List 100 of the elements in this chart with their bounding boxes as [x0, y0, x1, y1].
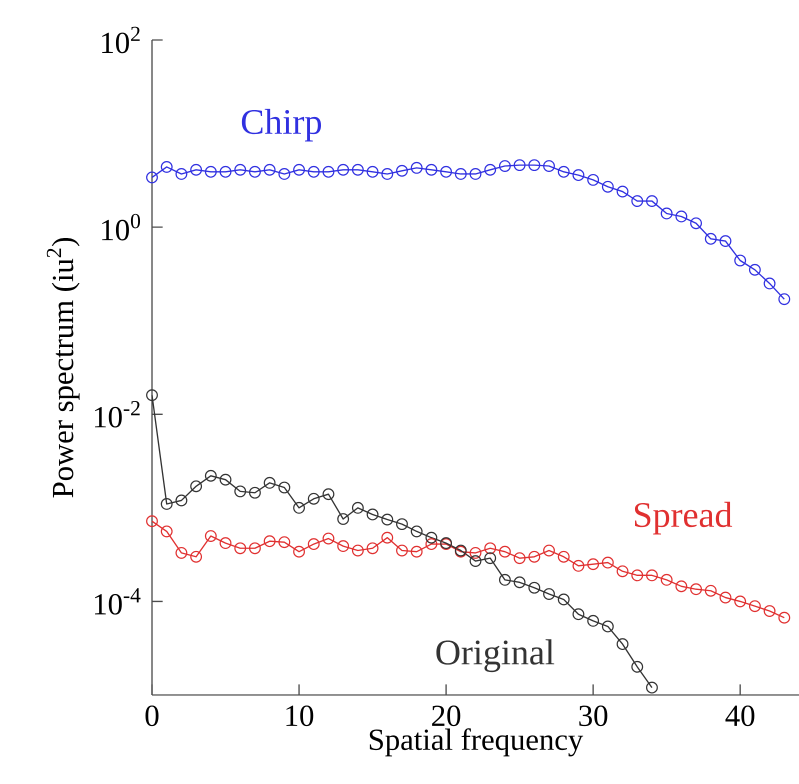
point — [543, 588, 555, 600]
point — [675, 210, 688, 222]
x-tick-label: 10 — [286, 705, 314, 726]
point — [720, 235, 732, 247]
point — [410, 162, 423, 174]
point — [204, 530, 217, 542]
point — [484, 542, 496, 554]
x-tick-label: 30 — [579, 705, 608, 726]
point — [498, 546, 511, 558]
point — [366, 508, 379, 520]
point — [278, 168, 290, 180]
point — [528, 159, 540, 172]
point — [410, 525, 423, 538]
point — [616, 638, 628, 650]
point — [514, 159, 526, 172]
point — [220, 537, 232, 550]
y-tick-label: 10$^{2}$ — [102, 26, 140, 54]
x-tick-label: 0 — [146, 705, 159, 726]
point — [646, 682, 658, 694]
point — [175, 546, 188, 559]
point — [366, 166, 379, 178]
series-label: Chirp — [242, 108, 322, 142]
point — [396, 544, 408, 556]
point — [204, 470, 217, 482]
point — [734, 254, 746, 266]
point — [484, 164, 496, 176]
point — [704, 232, 717, 245]
point — [190, 550, 202, 563]
point — [778, 612, 790, 624]
point — [264, 535, 276, 548]
point — [572, 169, 584, 182]
point — [396, 164, 408, 177]
x-tick-label: 40 — [725, 705, 754, 726]
point — [470, 555, 482, 567]
point — [631, 195, 644, 207]
point — [160, 525, 173, 538]
point — [470, 546, 482, 559]
point — [454, 168, 467, 180]
point — [190, 480, 202, 492]
point — [249, 166, 261, 178]
point — [558, 550, 570, 563]
point — [381, 532, 394, 544]
point — [498, 160, 511, 172]
point — [660, 574, 673, 586]
point — [498, 574, 511, 586]
x-tick-label: 20 — [432, 705, 460, 726]
point — [234, 542, 246, 554]
point — [470, 168, 482, 180]
x-axis-title: Spatial frequency — [370, 728, 584, 756]
point — [410, 546, 423, 558]
point — [337, 164, 350, 176]
point — [748, 264, 761, 276]
point — [587, 614, 600, 627]
point — [264, 476, 276, 489]
point — [249, 486, 261, 499]
point — [690, 583, 702, 596]
point — [425, 532, 438, 544]
point — [514, 576, 526, 588]
point — [631, 569, 644, 582]
point — [558, 166, 570, 178]
point — [220, 166, 232, 178]
point — [690, 217, 702, 230]
point — [558, 594, 570, 606]
point — [764, 278, 776, 290]
series-label: Original — [436, 639, 554, 672]
point — [528, 550, 540, 563]
point — [616, 186, 628, 198]
point — [675, 580, 688, 592]
point — [322, 166, 334, 178]
y-tick-label: 10$^{-4}$ — [95, 588, 141, 615]
point — [308, 538, 320, 550]
y-tick-label: 10$^{-2}$ — [95, 401, 140, 428]
point — [337, 540, 350, 552]
point — [704, 584, 717, 597]
point — [572, 608, 584, 620]
point — [602, 556, 614, 569]
point — [249, 542, 261, 554]
point — [220, 474, 232, 486]
point — [764, 605, 776, 617]
point — [293, 502, 305, 514]
point — [425, 164, 438, 176]
point — [337, 513, 350, 525]
point — [734, 595, 746, 608]
point — [528, 582, 540, 594]
point — [587, 558, 600, 570]
point — [543, 544, 555, 556]
point — [264, 164, 276, 176]
point — [352, 502, 364, 514]
point — [234, 485, 246, 498]
point — [278, 482, 290, 494]
point — [293, 546, 305, 558]
point — [484, 552, 496, 564]
point — [352, 164, 364, 176]
point — [631, 660, 644, 673]
series-label: Spread — [634, 502, 732, 534]
point — [440, 166, 452, 178]
point — [616, 565, 628, 578]
point — [146, 515, 158, 528]
point — [587, 174, 600, 186]
point — [602, 180, 614, 193]
